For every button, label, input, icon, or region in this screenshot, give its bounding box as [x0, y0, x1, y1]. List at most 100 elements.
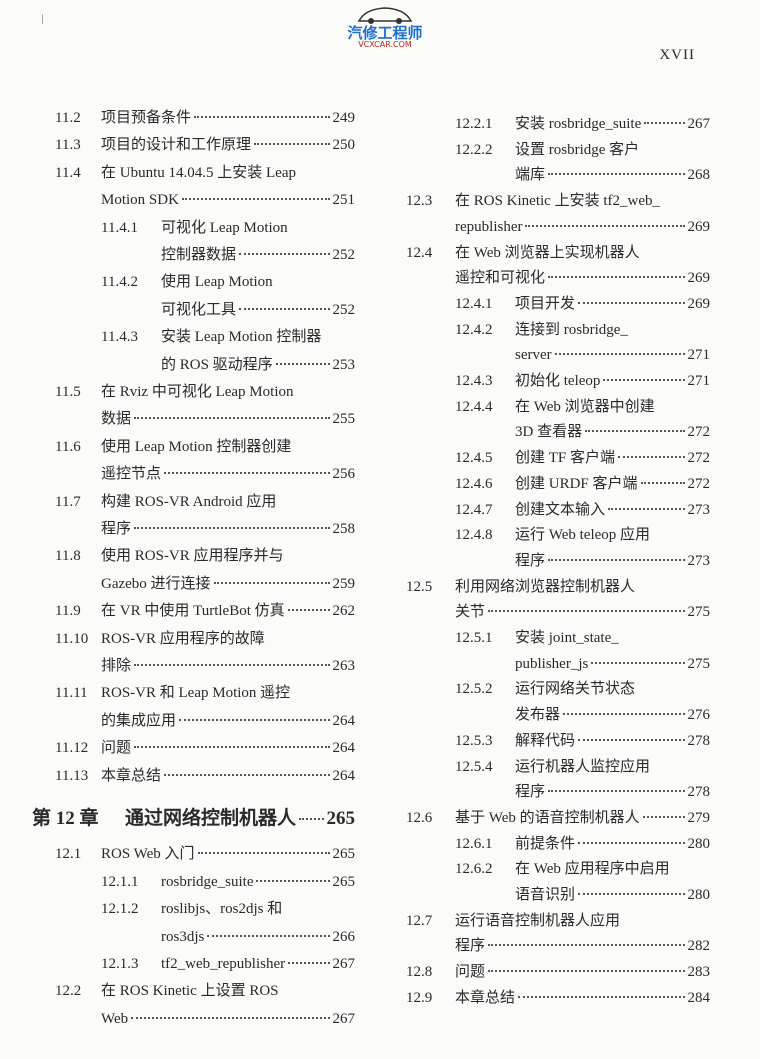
toc-line: 使用 Leap Motion [161, 271, 355, 293]
leader-dots [239, 253, 330, 255]
toc-line: 本章总结 284 [455, 987, 710, 1009]
section-number: 12.1.2 [101, 901, 139, 918]
section-number: 12.6.1 [455, 835, 493, 852]
page-ref: 282 [687, 938, 711, 955]
entry-title: 创建 TF 客户端 [515, 450, 616, 467]
entry-title: 问题 [455, 964, 486, 981]
page-ref: 267 [687, 116, 711, 132]
toc-line: 构建 ROS-VR Android 应用 [101, 491, 355, 513]
section-number: 11.4.1 [101, 219, 138, 236]
entry-title: 运行机器人监控应用 [515, 758, 651, 775]
entry-title: 关节 [455, 604, 486, 621]
entry-title: republisher [455, 218, 523, 235]
entry-title: 使用 Leap Motion [161, 274, 273, 291]
entry-title: Web [101, 1010, 129, 1027]
page-ref: 262 [332, 603, 356, 620]
toc-line: 遥控和可视化 269 [455, 267, 710, 289]
entry-title: rosbridge_suite [161, 873, 254, 890]
section-number: 11.5 [55, 384, 81, 400]
section-number: 12.4.1 [455, 295, 493, 312]
entry-title: 本章总结 [455, 989, 516, 1006]
toc-line: 安装 Leap Motion 控制器 [161, 326, 355, 348]
leader-dots [164, 472, 330, 475]
page-ref: 280 [687, 835, 711, 852]
toc-line: 在 Web 应用程序中启用 [515, 858, 710, 880]
toc-line: ROS-VR 和 Leap Motion 遥控 [101, 682, 355, 704]
section-number: 12.6.2 [455, 861, 493, 878]
entry-title: ROS-VR 应用程序的故障 [101, 630, 265, 647]
page-ref: 278 [687, 732, 711, 749]
toc-line: roslibjs、ros2djs 和 [161, 898, 355, 920]
page-ref: 255 [332, 411, 356, 428]
leader-dots [181, 198, 330, 201]
toc-line: 利用网络浏览器控制机器人 [455, 576, 710, 598]
section-number: 12.5.2 [455, 681, 493, 698]
section-number: 12.3 [406, 193, 433, 210]
leader-dots [548, 173, 685, 176]
toc-line: 端库 268 [515, 164, 710, 186]
toc-line: 连接到 rosbridge_ [515, 319, 710, 341]
entry-title: 可视化 Leap Motion [161, 219, 288, 236]
leader-dots [578, 841, 685, 844]
logo-sub: VCXCAR.COM [358, 40, 412, 49]
toc-line: 项目预备条件 249 [101, 107, 355, 129]
leader-dots [554, 353, 685, 356]
page-ref: 283 [687, 964, 711, 981]
page-ref: 278 [687, 784, 711, 801]
toc-line: 可视化 Leap Motion [161, 217, 355, 239]
toc-line: 项目开发 269 [515, 293, 710, 315]
section-number: 12.4.3 [455, 373, 493, 389]
section-number: 12.4 [406, 244, 433, 261]
toc-line: 运行机器人监控应用 [515, 756, 710, 778]
toc-line: 3D 查看器 272 [515, 421, 710, 443]
entry-title: 设置 rosbridge 客户 [515, 141, 640, 158]
toc-line: 数据 255 [101, 408, 355, 430]
page-ref: 280 [687, 887, 711, 903]
leader-dots [131, 1016, 330, 1019]
section-number: 11.8 [55, 548, 81, 565]
entry-title: tf2_web_republisher [161, 956, 286, 972]
toc-line: 在 Rviz 中可视化 Leap Motion [101, 381, 355, 403]
page-ref: 259 [332, 575, 356, 592]
page-ref: 263 [332, 658, 356, 674]
toc-line: 问题 283 [455, 961, 710, 983]
section-number: 12.5.1 [455, 630, 493, 646]
entry-title: 本章总结 [101, 767, 162, 784]
toc-line: 本章总结 264 [101, 765, 355, 787]
section-number: 11.4 [55, 164, 81, 181]
leader-dots [518, 995, 685, 998]
page-ref: 252 [332, 301, 356, 318]
entry-title: 通过网络控制机器人 [125, 808, 297, 829]
toc-line: 使用 Leap Motion 控制器创建 [101, 436, 355, 458]
entry-title: 在 Ubuntu 14.04.5 上安装 Leap [101, 164, 296, 181]
entry-title: 利用网络浏览器控制机器人 [455, 578, 636, 595]
page-ref: 269 [687, 295, 711, 312]
leader-dots [488, 610, 685, 613]
page-ref: 252 [332, 247, 356, 263]
entry-title: 程序 [515, 784, 546, 801]
page-ref: 271 [687, 373, 711, 389]
entry-title: Motion SDK [101, 192, 179, 209]
page-ref: 264 [332, 740, 356, 757]
leader-dots [288, 962, 330, 964]
section-number: 12.5 [406, 578, 433, 595]
section-number: 11.10 [55, 630, 89, 647]
leader-dots [194, 116, 330, 118]
leader-dots [608, 507, 685, 510]
section-number: 12.4.5 [455, 450, 493, 467]
toc-line: 初始化 teleop 271 [515, 370, 710, 392]
section-number: 12.4.7 [455, 501, 493, 518]
leader-dots [525, 224, 685, 227]
toc-line: 在 Web 浏览器中创建 [515, 396, 710, 418]
leader-dots [488, 944, 685, 947]
leader-dots [299, 818, 324, 820]
entry-title: 程序 [515, 552, 546, 569]
leader-dots [578, 301, 685, 304]
section-number: 12.1 [55, 846, 82, 863]
entry-title: 项目开发 [515, 295, 576, 312]
toc-line: 可视化工具 252 [161, 299, 355, 321]
toc-line: rosbridge_suite 265 [161, 871, 355, 893]
section-number: 11.4.2 [101, 274, 138, 291]
page-number: XVII [659, 47, 695, 63]
